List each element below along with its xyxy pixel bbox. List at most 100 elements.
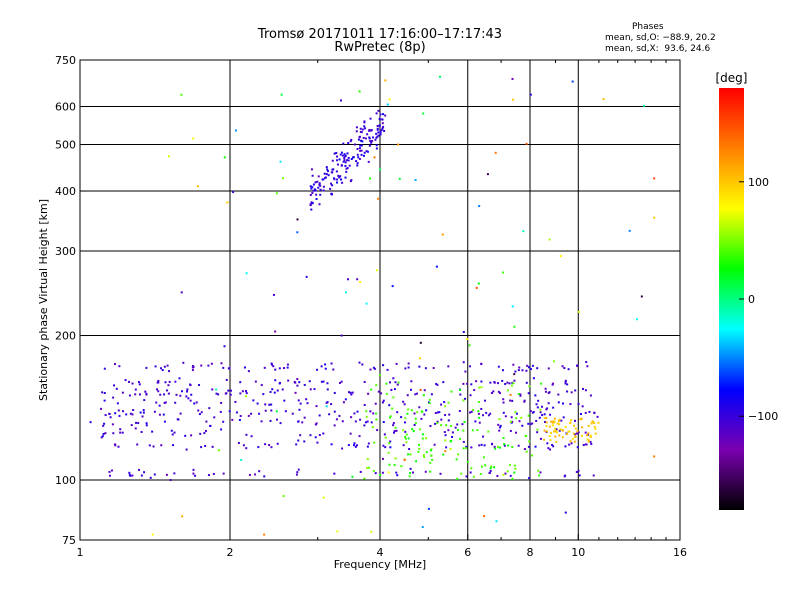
data-point: [309, 434, 312, 437]
data-point: [575, 432, 578, 435]
data-point: [462, 429, 465, 432]
data-point: [362, 136, 365, 139]
data-point: [493, 380, 496, 383]
data-point: [366, 458, 369, 461]
data-point: [469, 365, 472, 368]
data-point: [511, 420, 514, 423]
data-point: [380, 392, 383, 395]
data-point: [573, 424, 576, 427]
data-point: [361, 363, 364, 366]
data-point: [333, 177, 336, 180]
data-point: [356, 164, 359, 167]
data-point: [376, 127, 379, 130]
data-point: [395, 429, 398, 432]
data-point: [336, 178, 339, 181]
data-point: [379, 130, 382, 133]
data-point: [274, 330, 277, 333]
data-point: [466, 460, 469, 463]
data-point: [407, 362, 410, 365]
data-point: [275, 192, 278, 195]
data-point: [555, 430, 558, 433]
data-point: [456, 423, 459, 426]
data-point: [498, 392, 501, 395]
data-point: [577, 402, 580, 405]
data-point: [580, 434, 583, 437]
data-point: [347, 156, 350, 159]
data-point: [254, 380, 257, 383]
data-point: [191, 369, 194, 372]
data-point: [424, 470, 427, 473]
x-tick-label: 6: [464, 546, 471, 559]
data-point: [341, 181, 344, 184]
data-point: [414, 393, 417, 396]
data-point: [582, 387, 585, 390]
data-point: [386, 103, 389, 106]
data-point: [336, 159, 339, 162]
data-point: [134, 393, 137, 396]
data-point: [375, 147, 378, 150]
data-point: [317, 175, 320, 178]
data-point: [455, 458, 458, 461]
data-point: [268, 444, 271, 447]
y-tick-label: 750: [55, 54, 76, 67]
data-point: [494, 151, 497, 154]
data-point: [564, 511, 567, 514]
data-point: [490, 392, 493, 395]
data-point: [243, 366, 246, 369]
data-point: [502, 437, 505, 440]
data-point: [544, 387, 547, 390]
data-point: [359, 149, 362, 152]
data-point: [347, 391, 350, 394]
data-point: [530, 454, 533, 457]
data-point: [170, 429, 173, 432]
data-point: [493, 466, 496, 469]
data-point: [564, 380, 567, 383]
data-point: [366, 466, 369, 469]
data-point: [558, 418, 561, 421]
data-point: [157, 379, 160, 382]
data-point: [378, 117, 381, 120]
data-point: [430, 393, 433, 396]
data-point: [462, 382, 465, 385]
data-point: [421, 525, 424, 528]
data-point: [363, 403, 366, 406]
data-point: [382, 444, 385, 447]
data-point: [523, 448, 526, 451]
data-point: [333, 152, 336, 155]
data-point: [274, 368, 277, 371]
data-point: [389, 416, 392, 419]
data-point: [435, 382, 438, 385]
data-point: [309, 204, 312, 207]
data-point: [364, 137, 367, 140]
data-point: [546, 442, 549, 445]
data-point: [545, 421, 548, 424]
data-point: [200, 446, 203, 449]
data-point: [545, 430, 548, 433]
data-point: [377, 131, 380, 134]
data-point: [557, 393, 560, 396]
data-point: [151, 533, 154, 536]
data-point: [553, 417, 556, 420]
data-point: [393, 388, 396, 391]
phase-stats-heading: Phases: [632, 22, 664, 32]
data-point: [309, 388, 312, 391]
data-point: [340, 99, 343, 102]
data-point: [488, 471, 491, 474]
data-point: [494, 447, 497, 450]
data-point: [311, 174, 314, 177]
data-point: [381, 118, 384, 121]
data-point: [444, 450, 447, 453]
data-point: [597, 421, 600, 424]
data-point: [445, 446, 448, 449]
data-point: [327, 174, 330, 177]
data-point: [359, 144, 362, 147]
data-point: [163, 365, 166, 368]
data-point: [382, 421, 385, 424]
data-point: [350, 157, 353, 160]
data-point: [410, 380, 413, 383]
data-point: [512, 382, 515, 385]
x-tick-label: 8: [527, 546, 534, 559]
data-point: [287, 379, 290, 382]
data-point: [263, 533, 266, 536]
data-point: [451, 435, 454, 438]
